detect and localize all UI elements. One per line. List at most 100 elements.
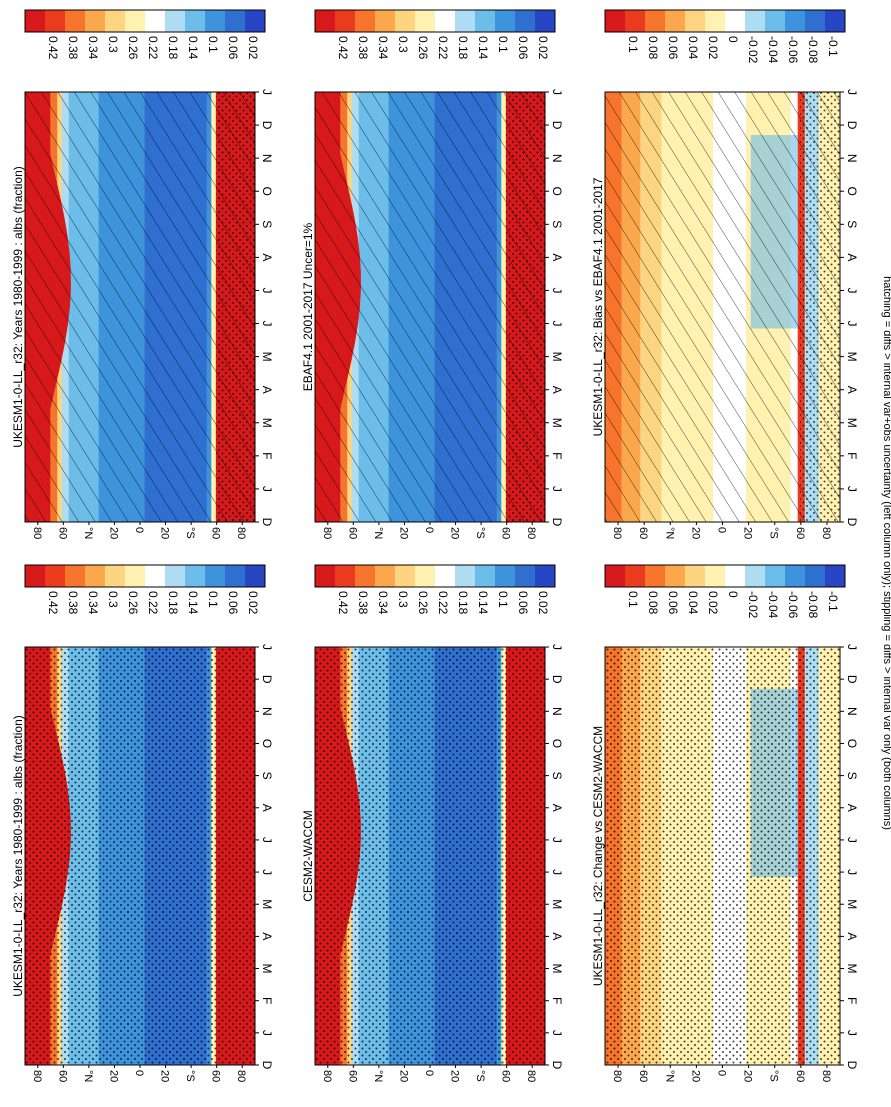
latitude-label: °S: [184, 1070, 196, 1082]
month-label: J: [550, 486, 564, 492]
colorbar-swatch: [45, 10, 66, 32]
panel-title: UKESM1-0-LL_r32: Years 1980-1999 : albs …: [11, 715, 25, 997]
colorbar-swatch: [355, 10, 376, 32]
colorbar-label: 0.06: [516, 36, 530, 60]
colorbar-label: 0.38: [356, 591, 370, 615]
month-label: A: [845, 386, 859, 394]
colorbar-frame: [24, 9, 266, 33]
month-label: M: [550, 418, 564, 428]
latitude-label: 60: [637, 1070, 649, 1082]
colorbar-swatch: [515, 565, 536, 587]
colorbar-label: 0.38: [66, 591, 80, 615]
latitude-label: 0: [716, 527, 728, 533]
colorbar-label: 0: [726, 36, 740, 43]
month-label: A: [550, 932, 564, 940]
colorbar-label: 0.26: [416, 36, 430, 60]
colorbar-label: 0.18: [456, 591, 470, 615]
colorbar-label: 0.34: [376, 36, 390, 60]
latitude-label: °N: [663, 1070, 675, 1082]
colorbar-swatch: [185, 565, 206, 587]
colorbar-swatch: [515, 10, 536, 32]
latitude-label: °S: [184, 527, 196, 539]
panel-6: 0.1 0.08 0.06 0.04 0.02 0 -0.02 -0.04 -0.06 -0.08…: [591, 564, 859, 1082]
colorbar-swatch: [125, 565, 146, 587]
colorbar-swatch: [745, 10, 766, 32]
colorbar-label: 0.38: [356, 36, 370, 60]
colorbar-label: 0.3: [106, 591, 120, 608]
latitude-label: 80: [820, 527, 832, 539]
colorbar-label: 0.02: [536, 591, 550, 615]
month-label: J: [550, 837, 564, 843]
colorbar-label: 0.34: [86, 36, 100, 60]
colorbar-label: -0.08: [806, 36, 820, 64]
latitude-label: 0: [133, 1070, 145, 1076]
colorbar: 0.42 0.38 0.34 0.3 0.26 0.22 0.18 0.14 0.1 0.06 0.…: [24, 564, 266, 615]
colorbar-swatch: [165, 10, 186, 32]
colorbar-label: -0.06: [786, 36, 800, 64]
month-label: D: [260, 121, 274, 130]
colorbar-swatch: [745, 565, 766, 587]
latitude-axis: 80 60 °N 20 0 20 °S 60 80: [31, 1065, 247, 1082]
colorbar-label: 0.42: [46, 591, 60, 615]
colorbar-label: 0.42: [46, 36, 60, 60]
latitude-label: °S: [474, 527, 486, 539]
colorbar-label: -0.04: [766, 591, 780, 619]
colorbar-swatch: [535, 565, 556, 587]
latitude-label: 80: [321, 1070, 333, 1082]
latitude-axis: 80 60 °N 20 0 20 °S 60 80: [321, 1065, 537, 1082]
colorbar-swatch: [45, 565, 66, 587]
latitude-label: 20: [397, 1070, 409, 1082]
latitude-label: 60: [500, 527, 512, 539]
month-label: J: [550, 1030, 564, 1036]
colorbar-swatch: [785, 565, 806, 587]
colorbar-label: 0.22: [436, 36, 450, 60]
colorbar-swatch: [825, 565, 846, 587]
colorbar-label: 0.3: [396, 36, 410, 53]
latitude-label: 60: [56, 1070, 68, 1082]
month-label: J: [260, 486, 274, 492]
latitude-label: 80: [235, 1070, 247, 1082]
colorbar-label: 0.04: [686, 36, 700, 60]
colorbar-swatch: [85, 565, 106, 587]
colorbar-swatch: [765, 10, 786, 32]
latitude-label: 60: [500, 1070, 512, 1082]
month-label: J: [845, 321, 859, 327]
month-label: D: [260, 1061, 274, 1070]
latitude-label: 80: [31, 527, 43, 539]
colorbar-swatch: [145, 565, 166, 587]
month-label: N: [260, 707, 274, 716]
month-label: J: [550, 321, 564, 327]
month-label: S: [845, 772, 859, 780]
latitude-label: 80: [321, 527, 333, 539]
latitude-label: °S: [474, 1070, 486, 1082]
colorbar-label: 0.38: [66, 36, 80, 60]
latitude-label: 20: [449, 527, 461, 539]
colorbar-swatch: [535, 10, 556, 32]
latitude-label: 60: [56, 527, 68, 539]
month-label: D: [845, 1061, 859, 1070]
colorbar-label: 0.1: [206, 591, 220, 608]
colorbar-label: 0.22: [146, 591, 160, 615]
latitude-label: 0: [716, 1070, 728, 1076]
colorbar-swatch: [495, 565, 516, 587]
month-label: A: [845, 804, 859, 812]
colorbar-label: 0.18: [166, 591, 180, 615]
month-label: A: [550, 253, 564, 261]
latitude-label: 20: [689, 1070, 701, 1082]
month-label: J: [260, 837, 274, 843]
colorbar-label: 0.08: [646, 591, 660, 615]
latitude-label: 20: [742, 1070, 754, 1082]
colorbar-label: 0.04: [686, 591, 700, 615]
latitude-label: 60: [794, 1070, 806, 1082]
colorbar-swatch: [435, 565, 456, 587]
colorbar-swatch: [665, 10, 686, 32]
latitude-axis: 80 60 °N 20 0 20 °S 60 80: [321, 522, 537, 539]
month-label: F: [845, 997, 859, 1004]
colorbar-label: 0.06: [666, 591, 680, 615]
month-label: J: [260, 869, 274, 875]
month-label: D: [550, 675, 564, 684]
colorbar-swatch: [335, 565, 356, 587]
month-label: F: [550, 452, 564, 459]
colorbar-swatch: [225, 10, 246, 32]
